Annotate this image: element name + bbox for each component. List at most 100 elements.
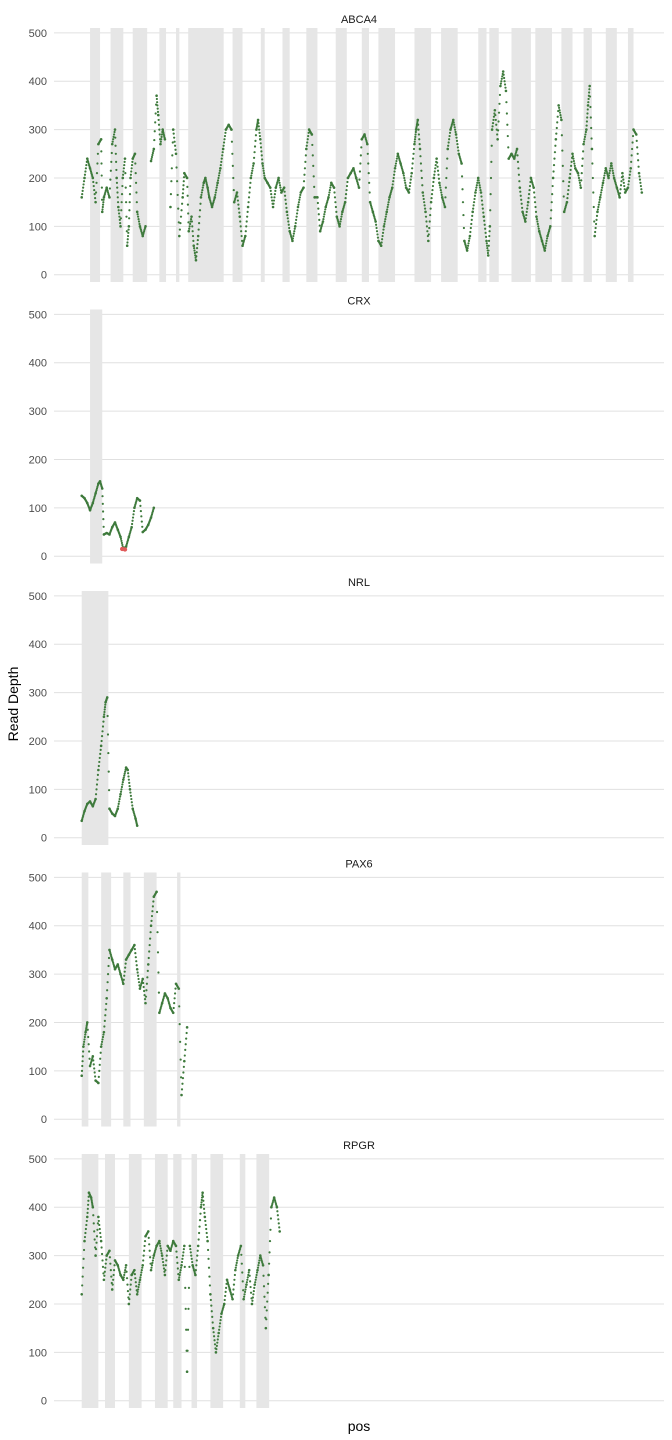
depth-point [92, 1222, 95, 1225]
depth-point [453, 126, 456, 129]
depth-point [260, 150, 263, 153]
depth-point [110, 151, 113, 155]
depth-point [238, 215, 242, 218]
depth-point [135, 964, 138, 967]
depth-point [596, 210, 599, 214]
depth-point [553, 157, 556, 160]
depth-point [108, 196, 111, 199]
depth-point [149, 159, 153, 163]
depth-point [426, 230, 429, 233]
depth-point [429, 207, 432, 210]
depth-point [102, 198, 105, 201]
depth-point [252, 1293, 255, 1296]
depth-point [258, 131, 261, 134]
exon-band [489, 28, 499, 282]
depth-point [622, 181, 625, 184]
depth-point [129, 791, 132, 794]
depth-point [552, 170, 555, 173]
depth-point [489, 176, 493, 180]
depth-point [214, 1351, 218, 1354]
depth-point [164, 1269, 167, 1272]
facet-panel-nrl: NRL 0 100 200 300 400 500 [29, 577, 664, 845]
depth-point [141, 977, 145, 981]
depth-point [81, 193, 84, 196]
depth-point [124, 1263, 128, 1267]
y-tick-label: 200 [29, 1017, 47, 1029]
depth-point [120, 785, 124, 789]
depth-point [395, 157, 398, 160]
depth-point [148, 1249, 151, 1252]
depth-point [152, 1256, 155, 1260]
exon-band [414, 28, 432, 282]
depth-point [517, 173, 520, 176]
depth-point [217, 1335, 220, 1338]
depth-point [139, 1276, 142, 1279]
depth-point [298, 198, 301, 201]
depth-point [368, 181, 371, 184]
depth-point [180, 1260, 184, 1264]
depth-point [105, 1002, 108, 1006]
depth-point [287, 223, 290, 226]
depth-point [133, 152, 137, 156]
depth-point [603, 172, 606, 175]
depth-point [597, 203, 600, 206]
depth-point [129, 173, 132, 176]
depth-point [102, 720, 105, 723]
depth-point [454, 133, 458, 136]
depth-point [114, 144, 117, 147]
depth-point [125, 230, 128, 233]
depth-point [623, 184, 626, 188]
depth-point [311, 143, 314, 147]
depth-point [621, 175, 624, 178]
depth-point [560, 134, 563, 137]
depth-point [561, 164, 564, 167]
y-tick-label: 300 [29, 1251, 47, 1263]
depth-point [375, 230, 379, 233]
depth-point [100, 162, 103, 165]
depth-point [588, 88, 591, 91]
depth-point [545, 239, 548, 242]
depth-point [262, 169, 265, 172]
depth-point [249, 1280, 252, 1283]
depth-point [80, 1069, 84, 1072]
depth-point [157, 971, 160, 974]
depth-point [410, 171, 413, 175]
depth-point [156, 101, 159, 104]
depth-point [123, 163, 126, 167]
depth-point [122, 170, 125, 173]
depth-point [491, 125, 494, 128]
depth-point [100, 1043, 103, 1046]
depth-point [566, 193, 569, 196]
depth-point [526, 200, 530, 204]
depth-point [87, 1195, 90, 1198]
depth-point [124, 962, 127, 965]
depth-point [170, 180, 173, 183]
depth-point [404, 181, 407, 184]
depth-point [87, 1043, 90, 1046]
depth-point [195, 251, 198, 254]
depth-point [428, 220, 431, 223]
depth-point [572, 157, 575, 160]
depth-point [447, 144, 450, 147]
depth-point [159, 1247, 162, 1250]
depth-point [451, 118, 455, 122]
depth-point [98, 1069, 101, 1072]
depth-point [175, 1250, 178, 1253]
depth-point [176, 1267, 179, 1270]
depth-point [628, 176, 631, 180]
depth-point [112, 135, 115, 138]
depth-point [217, 176, 220, 180]
depth-point [524, 217, 527, 220]
depth-point [409, 178, 412, 181]
depth-point [188, 225, 191, 228]
depth-point [106, 973, 110, 976]
depth-point [274, 189, 277, 192]
depth-point [496, 137, 499, 141]
depth-point [241, 1280, 244, 1283]
depth-point [119, 225, 122, 228]
depth-point [208, 1284, 212, 1287]
depth-point [141, 1266, 144, 1269]
depth-point [97, 1215, 100, 1219]
depth-point [101, 203, 105, 206]
